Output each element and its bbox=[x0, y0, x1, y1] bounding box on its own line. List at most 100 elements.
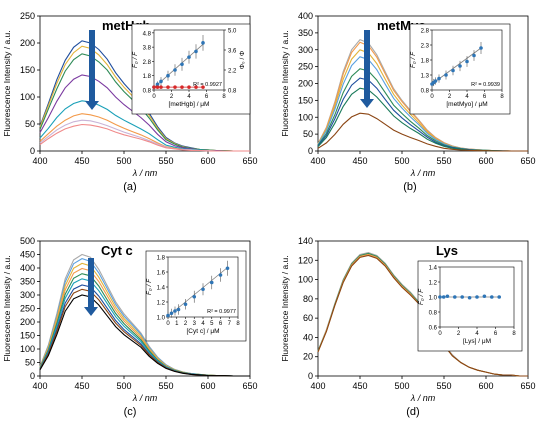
inset-data-point bbox=[201, 41, 205, 45]
inset-y2-axis-label: Φ₀ / Φ bbox=[239, 51, 246, 70]
inset-y-tick-label: 4.8 bbox=[143, 31, 152, 37]
inset-y-tick-label: 1.8 bbox=[421, 59, 430, 65]
inset-y-tick-label: 1.2 bbox=[157, 301, 166, 307]
inset-data-point bbox=[169, 311, 174, 316]
inset-y-tick-label: 1.3 bbox=[421, 74, 430, 80]
spectrum-line-8 bbox=[39, 123, 250, 152]
y-tick-label: 100 bbox=[298, 112, 313, 122]
y-axis-label: Fluorescence Intensity / a.u. bbox=[280, 30, 290, 136]
inset-x-tick-label: 8 bbox=[222, 94, 226, 100]
inset-data-point bbox=[187, 55, 191, 59]
y-axis-label: Fluorescence Intensity / a.u. bbox=[2, 255, 12, 361]
y-tick-label: 200 bbox=[298, 79, 313, 89]
inset-x-tick-label: 3 bbox=[193, 321, 197, 327]
inset-data-point bbox=[482, 294, 487, 299]
x-tick-label: 650 bbox=[520, 156, 535, 166]
inset-x-tick-label: 4 bbox=[201, 321, 205, 327]
x-tick-label: 650 bbox=[520, 381, 535, 391]
inset-data-point bbox=[458, 64, 462, 68]
inset-data-point bbox=[159, 79, 163, 84]
panel-label: (a) bbox=[123, 181, 136, 193]
inset-data-point bbox=[497, 295, 502, 299]
y-tick-label: 200 bbox=[20, 38, 35, 48]
inset-x-tick-label: 2 bbox=[457, 331, 461, 337]
inset-x-tick-label: 8 bbox=[500, 94, 504, 100]
inset-x-tick-label: 6 bbox=[219, 321, 223, 327]
inset-background bbox=[417, 260, 523, 352]
x-axis-label: λ / nm bbox=[132, 168, 158, 178]
inset-x-tick-label: 0 bbox=[166, 321, 170, 327]
x-axis-label: λ / nm bbox=[410, 393, 436, 403]
chart-title: Lys bbox=[436, 243, 458, 258]
inset-chart: 0.6 0.8 1.0 1.2 1.4 0 2 4 6 8 [Lys] / μM F₀ / F bbox=[417, 260, 523, 352]
y-tick-label: 80 bbox=[303, 294, 313, 304]
x-tick-label: 600 bbox=[478, 156, 493, 166]
inset-x-tick-label: 8 bbox=[236, 321, 240, 327]
y-tick-label: 250 bbox=[20, 304, 35, 314]
y-tick-label: 150 bbox=[298, 95, 313, 105]
inset-data-point bbox=[173, 68, 177, 72]
inset-y-axis-label: F₀ / F bbox=[410, 51, 417, 68]
inset-y-tick-label: 1.6 bbox=[157, 271, 166, 277]
inset-x-tick-label: 4 bbox=[187, 94, 191, 100]
inset-x-tick-label: 2 bbox=[184, 321, 188, 327]
x-tick-label: 500 bbox=[116, 156, 131, 166]
y-tick-label: 250 bbox=[298, 62, 313, 72]
x-tick-label: 600 bbox=[200, 381, 215, 391]
inset-data-point bbox=[166, 313, 170, 318]
inset-data-point bbox=[194, 49, 198, 54]
inset-x-axis-label: [metMyo] / μM bbox=[446, 101, 487, 108]
inset-data-point bbox=[441, 295, 446, 299]
inset-y-tick-label: 1.0 bbox=[157, 316, 166, 322]
y-tick-label: 0 bbox=[308, 371, 313, 381]
inset-data-point bbox=[201, 287, 205, 292]
inset-y-axis-label: F₀ / F bbox=[132, 51, 139, 68]
y-axis-label: Fluorescence Intensity / a.u. bbox=[2, 30, 12, 136]
y-tick-label: 100 bbox=[20, 92, 35, 102]
inset-x-tick-label: 1 bbox=[175, 321, 179, 327]
inset-data-point bbox=[176, 307, 181, 312]
inset-x-tick-label: 2 bbox=[448, 94, 452, 100]
inset-data-point bbox=[433, 79, 438, 83]
chart-title: Cyt c bbox=[101, 243, 133, 258]
inset-x-axis-label: [Lys] / μM bbox=[463, 338, 491, 345]
inset-y-tick-label: 1.0 bbox=[429, 296, 438, 302]
inset-data-point bbox=[152, 85, 156, 89]
y-tick-label: 400 bbox=[20, 263, 35, 273]
inset-data-point bbox=[451, 68, 455, 73]
inset-data-point bbox=[192, 294, 197, 299]
inset-y-tick-label: 0.8 bbox=[143, 89, 152, 95]
inset-data-point bbox=[225, 266, 230, 271]
chart-panel-b: 0 50 100 150 200 250 300 350 400 400 450 500 550 600 6… bbox=[280, 11, 536, 193]
inset-x-tick-label: 7 bbox=[228, 321, 232, 327]
y-tick-label: 0 bbox=[308, 146, 313, 156]
inset-y2-tick-label: 2.2 bbox=[228, 69, 237, 75]
inset-data-point bbox=[201, 85, 205, 89]
inset-data-point bbox=[155, 82, 160, 87]
inset-x-tick-label: 6 bbox=[205, 94, 209, 100]
x-tick-label: 550 bbox=[158, 381, 173, 391]
x-tick-label: 600 bbox=[478, 381, 493, 391]
y-tick-label: 350 bbox=[298, 28, 313, 38]
y-tick-label: 0 bbox=[30, 146, 35, 156]
inset-x-tick-label: 5 bbox=[210, 321, 214, 327]
inset-data-point bbox=[187, 85, 191, 89]
x-tick-label: 500 bbox=[394, 156, 409, 166]
y-tick-label: 150 bbox=[20, 65, 35, 75]
inset-y-tick-label: 2.8 bbox=[143, 60, 152, 66]
inset-x-tick-label: 6 bbox=[483, 94, 487, 100]
inset-data-point bbox=[209, 280, 214, 285]
x-tick-label: 500 bbox=[394, 381, 409, 391]
inset-y-tick-label: 1.4 bbox=[157, 286, 166, 292]
inset-y-axis-label: F₀ / F bbox=[418, 288, 425, 305]
inset-data-point bbox=[166, 85, 170, 89]
x-tick-label: 550 bbox=[158, 156, 173, 166]
y-axis-label: Fluorescence Intensity / a.u. bbox=[280, 255, 290, 361]
spectrum-line-8 bbox=[317, 112, 528, 152]
inset-y-tick-label: 3.8 bbox=[143, 46, 152, 52]
x-tick-label: 450 bbox=[352, 156, 367, 166]
panel-label: (c) bbox=[124, 406, 137, 418]
